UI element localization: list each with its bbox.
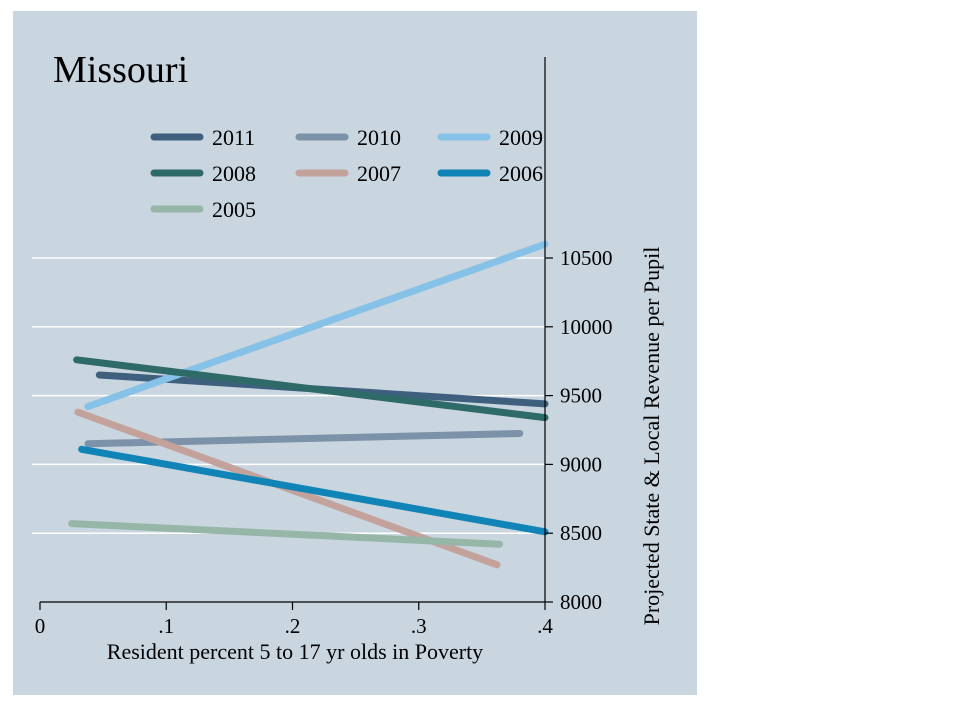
tick-layer: 0 .1 .2 .3 .4 8000 8500 9000 9500 10000 10500 <box>35 246 613 638</box>
x-tick-label: .2 <box>285 614 301 638</box>
chart-svg: 0 .1 .2 .3 .4 8000 8500 9000 9500 10000 10500 Miss… <box>32 49 664 664</box>
legend-label-2005: 2005 <box>212 197 256 222</box>
legend-label-2006: 2006 <box>499 161 543 186</box>
x-tick-label: .3 <box>411 614 427 638</box>
y-tick-label: 9000 <box>560 452 602 476</box>
y-axis-label: Projected State & Local Revenue per Pupi… <box>639 247 664 626</box>
y-tick-label: 9500 <box>560 384 602 408</box>
series-line-2006 <box>78 445 549 536</box>
legend-label-2011: 2011 <box>212 125 255 150</box>
chart-title: Missouri <box>53 49 188 91</box>
series-line-2008 <box>73 356 549 422</box>
x-tick-label: .4 <box>537 614 553 638</box>
legend-label-2008: 2008 <box>212 161 256 186</box>
y-tick-label: 10500 <box>560 246 613 270</box>
x-tick-label: .1 <box>158 614 174 638</box>
legend: 2011 2010 2009 2008 2007 2006 2005 <box>150 125 543 222</box>
legend-label-2009: 2009 <box>499 125 543 150</box>
y-tick-label: 8500 <box>560 521 602 545</box>
series-line-2009 <box>84 240 549 411</box>
legend-label-2007: 2007 <box>357 161 401 186</box>
y-tick-label: 8000 <box>560 590 602 614</box>
series-line-2005 <box>68 520 504 548</box>
series-layer <box>68 240 549 569</box>
y-tick-label: 10000 <box>560 315 613 339</box>
x-axis-label: Resident percent 5 to 17 yr olds in Pove… <box>107 639 483 664</box>
chart-panel: 0 .1 .2 .3 .4 8000 8500 9000 9500 10000 10500 Miss… <box>13 11 697 695</box>
legend-label-2010: 2010 <box>357 125 401 150</box>
x-tick-label: 0 <box>35 614 46 638</box>
